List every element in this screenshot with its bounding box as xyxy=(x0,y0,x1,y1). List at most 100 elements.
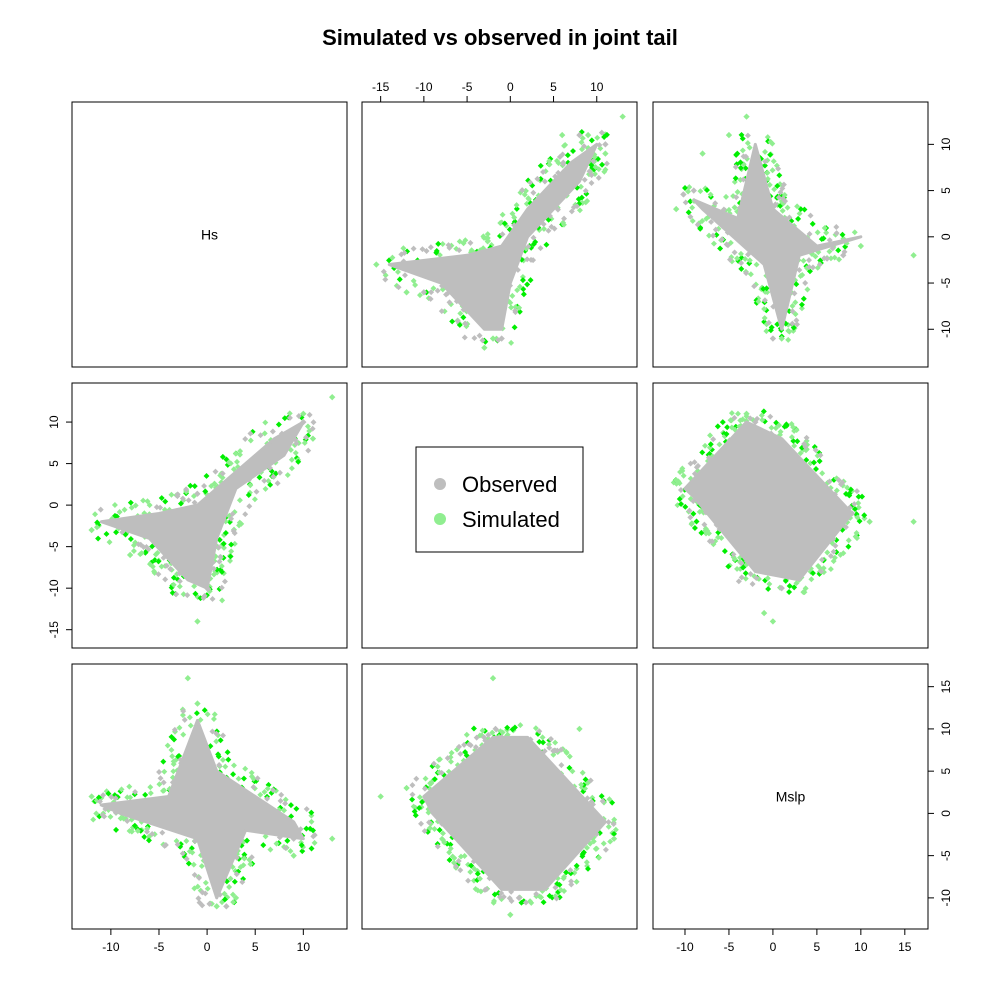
simulated-point xyxy=(854,514,861,521)
simulated-point xyxy=(764,289,771,296)
simulated-point xyxy=(688,520,695,527)
observed-point xyxy=(97,506,104,513)
simulated-point xyxy=(184,675,192,682)
simulated-point xyxy=(446,849,453,856)
observed-point xyxy=(409,791,416,798)
tick-label: 10 xyxy=(939,137,953,151)
simulated-point xyxy=(439,835,445,842)
observed-point xyxy=(767,413,774,420)
observed-point xyxy=(181,716,188,723)
simulated-point xyxy=(168,746,175,753)
simulated-point xyxy=(804,286,811,293)
observed-point xyxy=(587,777,594,784)
observed-point xyxy=(212,468,219,475)
simulated-point xyxy=(689,204,696,211)
observed-point xyxy=(743,270,750,277)
simulated-point xyxy=(793,580,800,587)
observed-point xyxy=(558,746,565,753)
observed-point xyxy=(812,447,819,453)
simulated-point xyxy=(578,781,585,788)
simulated-point xyxy=(234,458,240,465)
simulated-point xyxy=(765,585,772,592)
simulated-point xyxy=(88,526,95,534)
simulated-point xyxy=(130,548,137,554)
simulated-point xyxy=(161,768,168,775)
simulated-point xyxy=(808,576,815,583)
right-axis-row3: -10 -5 0 5 10 15 xyxy=(927,680,953,907)
tick-label: 10 xyxy=(854,940,868,954)
simulated-point xyxy=(220,540,227,547)
scatter-panel-r2-c3 xyxy=(670,408,917,625)
observed-point xyxy=(552,884,559,891)
simulated-point xyxy=(509,292,516,299)
observed-point xyxy=(751,283,758,290)
simulated-point xyxy=(409,796,416,803)
simulated-point xyxy=(516,304,523,311)
simulated-point xyxy=(517,283,523,290)
simulated-point xyxy=(127,536,134,542)
observed-point xyxy=(499,231,506,238)
simulated-point xyxy=(761,306,768,312)
simulated-point xyxy=(717,245,724,252)
simulated-point xyxy=(168,491,175,498)
simulated-point xyxy=(474,887,481,894)
observed-point xyxy=(223,903,230,910)
observed-point xyxy=(157,775,164,782)
simulated-point xyxy=(308,818,315,825)
simulated-point xyxy=(788,434,795,441)
simulated-point xyxy=(107,813,114,820)
simulated-point xyxy=(792,299,799,306)
simulated-point xyxy=(499,211,506,218)
observed-point xyxy=(303,434,309,441)
simulated-point xyxy=(789,303,796,309)
simulated-point xyxy=(798,301,805,308)
simulated-point xyxy=(790,424,797,431)
simulated-point xyxy=(281,807,288,814)
observed-point xyxy=(250,784,257,791)
tick-label: 5 xyxy=(252,940,259,954)
simulated-point xyxy=(540,739,547,746)
observed-point xyxy=(693,464,700,471)
simulated-point xyxy=(813,466,819,472)
simulated-point xyxy=(580,849,587,856)
observed-core-cloud xyxy=(99,420,305,590)
observed-point xyxy=(184,592,191,599)
axes-layer: -15 -10 -5 0 5 10 -10 -5 0 5 10 -10 -5 0 5 10 15 -15 -10 -5… xyxy=(47,80,953,954)
simulated-point xyxy=(806,268,813,275)
simulated-point xyxy=(251,496,258,503)
observed-point xyxy=(438,769,445,776)
simulated-point xyxy=(579,769,586,776)
simulated-point xyxy=(509,726,516,733)
panel-box-r2-c2 xyxy=(361,382,638,649)
simulated-point xyxy=(176,583,183,590)
legend-label-simulated: Simulated xyxy=(462,507,560,532)
observed-point xyxy=(599,798,606,805)
simulated-point xyxy=(88,793,95,800)
simulated-point xyxy=(536,738,543,745)
simulated-point xyxy=(389,254,396,261)
simulated-point xyxy=(809,570,816,577)
observed-point xyxy=(135,541,142,548)
simulated-point xyxy=(737,417,744,424)
simulated-point xyxy=(758,412,765,419)
simulated-point xyxy=(835,247,842,254)
observed-point xyxy=(818,568,825,575)
tick-label: -5 xyxy=(47,541,61,552)
simulated-point xyxy=(796,210,803,217)
simulated-point xyxy=(584,131,592,139)
simulated-point xyxy=(248,769,255,776)
observed-point xyxy=(568,878,575,885)
simulated-point xyxy=(303,825,310,832)
observed-point xyxy=(456,743,462,750)
simulated-point xyxy=(242,765,249,772)
simulated-point xyxy=(489,675,497,682)
simulated-point xyxy=(837,551,844,558)
observed-point xyxy=(802,443,809,450)
simulated-point xyxy=(609,799,616,806)
simulated-point xyxy=(463,731,470,738)
observed-point xyxy=(418,820,425,827)
observed-point xyxy=(471,335,478,342)
observed-point xyxy=(246,503,253,510)
observed-point xyxy=(602,846,609,853)
simulated-point xyxy=(679,493,686,500)
